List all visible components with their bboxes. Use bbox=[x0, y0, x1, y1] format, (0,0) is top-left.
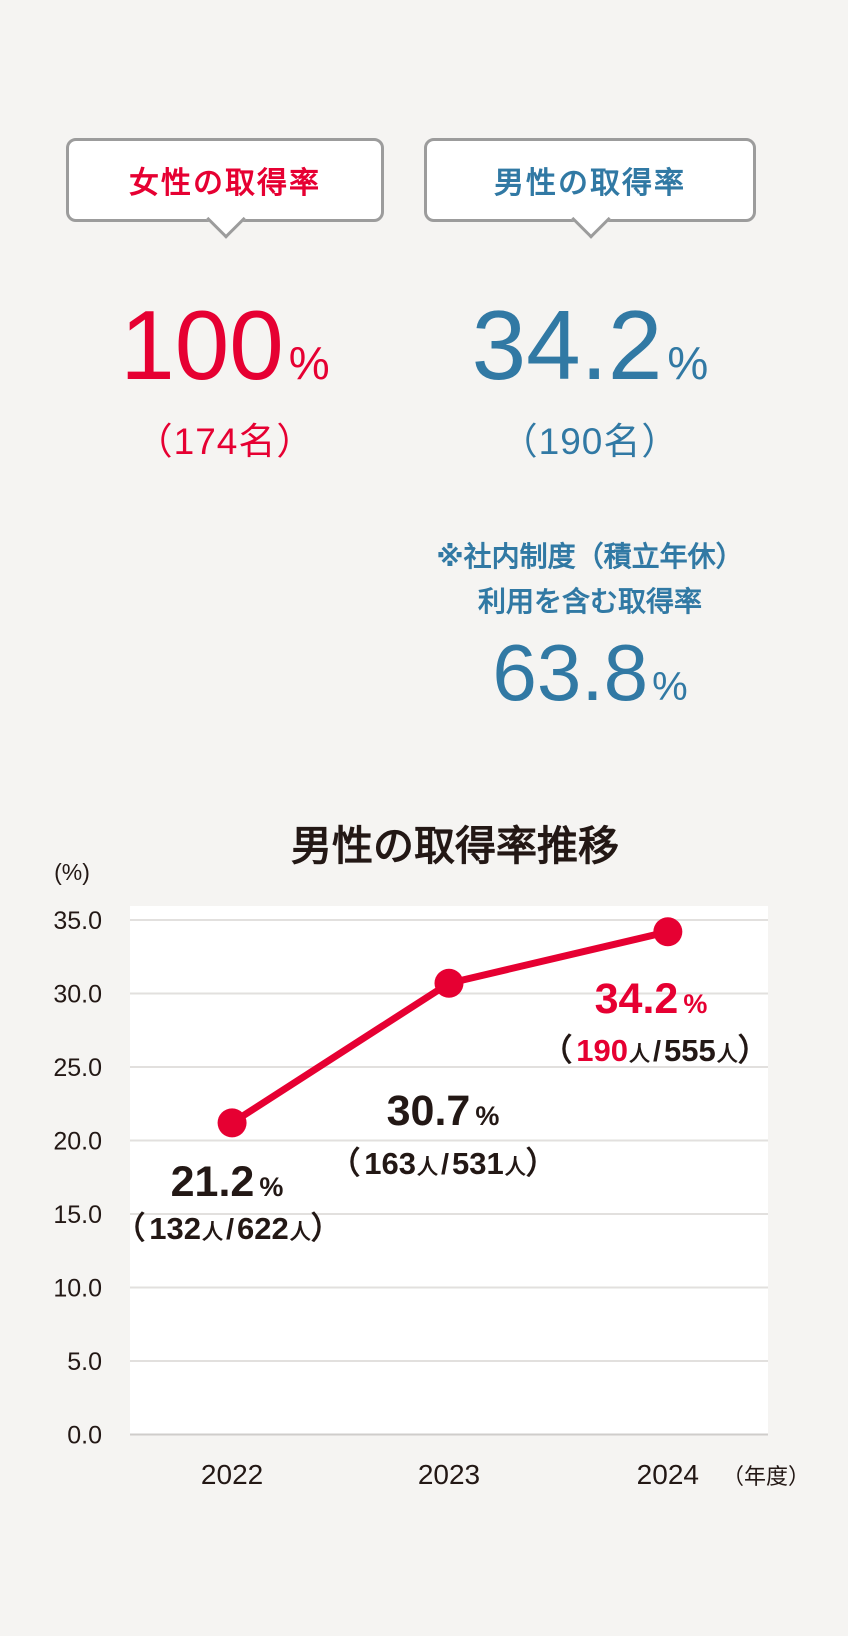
female-rate-bubble: 女性の取得率 bbox=[66, 138, 384, 239]
y-tick-label: 30.0 bbox=[53, 981, 102, 1009]
male-rate-unit: % bbox=[667, 337, 709, 389]
y-tick-label: 0.0 bbox=[67, 1422, 102, 1450]
y-tick-label: 25.0 bbox=[53, 1054, 102, 1082]
value-label-2022: 21.2% bbox=[171, 1158, 284, 1206]
data-point-2024 bbox=[653, 917, 683, 947]
fraction-label-2024: （190人/555人） bbox=[541, 1033, 769, 1068]
y-tick-label: 5.0 bbox=[67, 1348, 102, 1376]
male-rate-bubble: 男性の取得率 bbox=[424, 138, 756, 239]
fraction-label-2023: （163人/531人） bbox=[329, 1146, 557, 1181]
male-rate-value: 34.2% bbox=[416, 296, 764, 394]
male-rate-note-value: 63.8% bbox=[416, 632, 764, 713]
bubble-tail bbox=[206, 199, 246, 239]
x-tick-label-2022: 2022 bbox=[201, 1459, 263, 1490]
female-rate-count: （174名） bbox=[135, 421, 315, 462]
y-tick-label: 10.0 bbox=[53, 1275, 102, 1303]
y-tick-label: 35.0 bbox=[53, 907, 102, 935]
y-tick-label: 15.0 bbox=[53, 1201, 102, 1229]
female-rate-value: 100% bbox=[58, 296, 392, 394]
data-point-2022 bbox=[217, 1108, 247, 1138]
male-rate-note-line2: 利用を含む取得率 bbox=[477, 585, 702, 617]
x-axis-unit-label: （年度） bbox=[722, 1464, 810, 1489]
male-rate-column: 男性の取得率 34.2% （190名） ※社内制度（積立年休） 利用を含む取得率… bbox=[416, 138, 764, 713]
value-label-2024: 34.2% bbox=[595, 975, 708, 1023]
male-bubble-label: 男性の取得率 bbox=[494, 167, 686, 200]
y-tick-label: 20.0 bbox=[53, 1128, 102, 1156]
male-rate-count: （190名） bbox=[500, 421, 680, 462]
data-point-2023 bbox=[434, 968, 464, 998]
male-note-number: 63.8 bbox=[492, 627, 649, 717]
fraction-label-2022: （132人/622人） bbox=[114, 1211, 342, 1246]
y-axis-unit-label: (%) bbox=[54, 859, 90, 885]
male-rate-note: ※社内制度（積立年休） 利用を含む取得率 bbox=[416, 535, 764, 625]
male-rate-trend-chart: 男性の取得率推移 (%) 35.0 30.0 25.0 20.0 15.0 10.0 5.0 0.… bbox=[0, 800, 848, 1520]
male-rate-note-line1: ※社内制度（積立年休） bbox=[436, 541, 744, 572]
male-note-unit: % bbox=[652, 664, 688, 709]
female-rate-number: 100 bbox=[120, 290, 284, 400]
value-label-2023: 30.7% bbox=[387, 1087, 500, 1135]
male-rate-number: 34.2 bbox=[471, 290, 663, 400]
female-rate-unit: % bbox=[288, 337, 330, 389]
female-rate-column: 女性の取得率 100% （174名） bbox=[58, 138, 392, 465]
x-tick-label-2024: 2024 bbox=[637, 1459, 699, 1490]
bubble-tail bbox=[571, 199, 611, 239]
x-tick-label-2023: 2023 bbox=[418, 1459, 480, 1490]
chart-title: 男性の取得率推移 bbox=[291, 823, 619, 869]
trend-line-chart-svg: 男性の取得率推移 (%) 35.0 30.0 25.0 20.0 15.0 10.0 5.0 0.… bbox=[53, 823, 810, 1490]
female-bubble-label: 女性の取得率 bbox=[129, 167, 321, 200]
